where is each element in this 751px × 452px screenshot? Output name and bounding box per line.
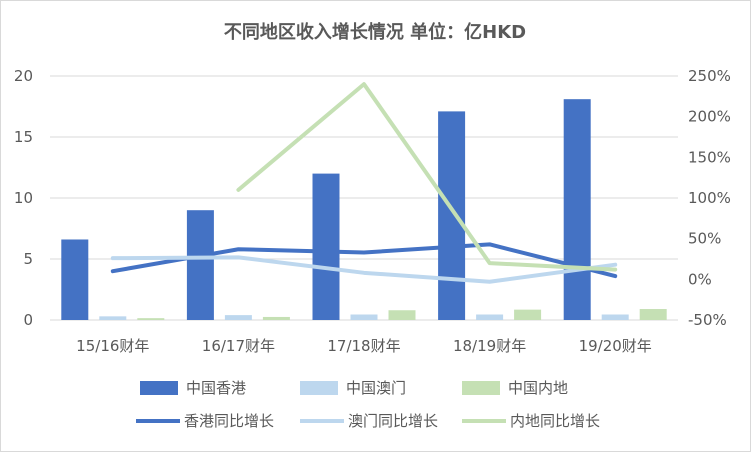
legend-label: 澳门同比增长 (348, 412, 438, 430)
left-tick-label: 15 (14, 128, 33, 146)
bar (99, 316, 127, 320)
right-tick-label: 200% (688, 108, 731, 126)
bar (262, 316, 290, 320)
category-label: 18/19财年 (453, 337, 526, 355)
left-tick-label: 0 (23, 311, 33, 329)
series-line (110, 255, 618, 284)
legend-label: 中国内地 (508, 379, 568, 397)
right-tick-label: 50% (688, 230, 721, 248)
legend-swatch (300, 381, 338, 395)
bar (438, 111, 466, 320)
category-label: 16/17财年 (202, 337, 275, 355)
legend-label: 内地同比增长 (510, 412, 600, 430)
right-tick-label: 150% (688, 148, 731, 166)
category-label: 19/20财年 (579, 337, 652, 355)
bar (350, 314, 378, 320)
category-labels: 15/16财年 16/17财年 17/18财年 18/19财年 19/20财年 (76, 337, 652, 355)
left-axis-ticks: 0 5 10 15 20 (14, 67, 33, 329)
bar (137, 318, 165, 320)
bar (224, 315, 252, 320)
legend-swatch (462, 381, 500, 395)
legend-label: 中国澳门 (346, 379, 406, 397)
bar (514, 309, 542, 320)
left-tick-label: 10 (14, 189, 33, 207)
legend-swatch (140, 381, 178, 395)
right-tick-label: 0% (688, 270, 712, 288)
right-axis-ticks: -50% 0% 50% 100% 150% 200% 250% (688, 67, 731, 329)
bar (601, 314, 629, 320)
bars (61, 99, 667, 321)
category-label: 15/16财年 (76, 337, 149, 355)
bar (563, 99, 591, 321)
right-tick-label: -50% (688, 311, 727, 329)
bar (639, 309, 667, 320)
lines (110, 82, 618, 284)
left-tick-label: 5 (23, 250, 33, 268)
left-tick-label: 20 (14, 67, 33, 85)
legend-label: 中国香港 (186, 379, 246, 397)
bar (476, 314, 504, 320)
chart-title: 不同地区收入增长情况 单位：亿HKD (224, 21, 526, 43)
bar (186, 210, 214, 320)
right-tick-label: 100% (688, 189, 731, 207)
bar (388, 310, 416, 320)
category-label: 17/18财年 (327, 337, 400, 355)
bar (312, 173, 340, 320)
series-line (236, 82, 618, 272)
right-tick-label: 250% (688, 67, 731, 85)
bar (61, 239, 89, 320)
legend-label: 香港同比增长 (184, 412, 274, 430)
